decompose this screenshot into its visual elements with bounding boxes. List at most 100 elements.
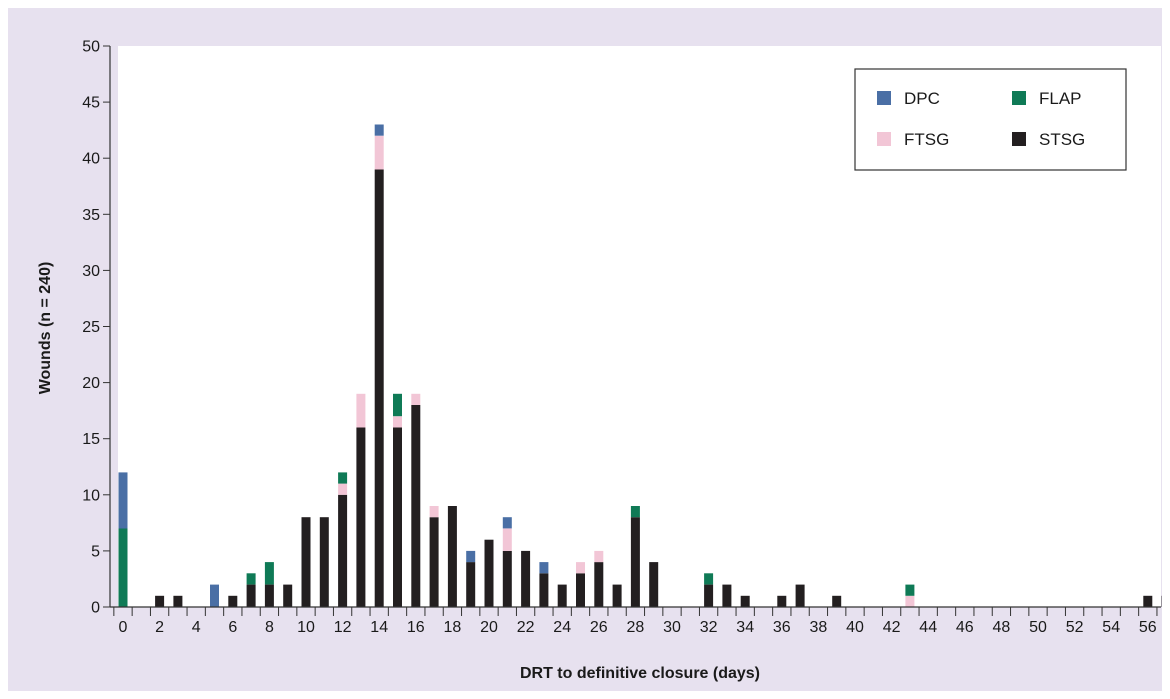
bar-ftsg-day-26 bbox=[594, 550, 604, 563]
x-tick-label: 34 bbox=[736, 619, 754, 636]
bar-dpc-day-0 bbox=[118, 472, 128, 529]
bar-stsg-day-3 bbox=[173, 595, 183, 607]
bar-flap-day-43 bbox=[905, 584, 915, 596]
x-tick-label: 16 bbox=[407, 619, 425, 636]
bar-stsg-day-56 bbox=[1143, 595, 1153, 607]
bar-stsg-day-6 bbox=[228, 595, 238, 607]
bar-stsg-day-11 bbox=[319, 517, 329, 607]
x-tick-label: 46 bbox=[956, 619, 974, 636]
bar-dpc-day-23 bbox=[539, 562, 549, 574]
x-tick-label: 42 bbox=[883, 619, 901, 636]
x-tick-label: 14 bbox=[370, 619, 388, 636]
bar-stsg-day-17 bbox=[429, 517, 439, 607]
y-tick-label: 40 bbox=[82, 151, 100, 168]
legend-label-stsg: STSG bbox=[1039, 130, 1085, 149]
bar-stsg-day-26 bbox=[594, 562, 604, 607]
bar-stsg-day-16 bbox=[411, 405, 421, 607]
y-tick-label: 25 bbox=[82, 319, 100, 336]
bar-ftsg-day-12 bbox=[338, 483, 348, 495]
x-tick-label: 52 bbox=[1066, 619, 1084, 636]
y-tick-label: 35 bbox=[82, 207, 100, 224]
x-tick-label: 30 bbox=[663, 619, 681, 636]
bar-stsg-day-33 bbox=[722, 584, 732, 607]
bar-stsg-day-10 bbox=[301, 517, 311, 607]
bar-stsg-day-21 bbox=[502, 550, 512, 607]
bar-stsg-day-37 bbox=[795, 584, 805, 607]
bar-ftsg-day-43 bbox=[905, 595, 915, 607]
legend-label-dpc: DPC bbox=[904, 89, 940, 108]
x-tick-label: 48 bbox=[993, 619, 1011, 636]
bar-dpc-day-19 bbox=[466, 550, 476, 563]
x-tick-label: 32 bbox=[700, 619, 718, 636]
bars-group bbox=[118, 124, 1162, 607]
bar-ftsg-day-21 bbox=[502, 528, 512, 551]
bar-ftsg-day-16 bbox=[411, 393, 421, 405]
bar-dpc-day-21 bbox=[502, 517, 512, 529]
y-tick-label: 30 bbox=[82, 263, 100, 280]
bar-stsg-day-18 bbox=[447, 506, 457, 607]
bar-ftsg-day-15 bbox=[393, 416, 402, 428]
bar-flap-day-12 bbox=[338, 472, 348, 484]
bar-stsg-day-24 bbox=[557, 584, 567, 607]
x-tick-label: 26 bbox=[590, 619, 608, 636]
x-tick-label: 8 bbox=[265, 619, 274, 636]
bar-stsg-day-22 bbox=[521, 550, 531, 607]
bar-stsg-day-25 bbox=[576, 573, 585, 607]
bar-ftsg-day-14 bbox=[374, 135, 384, 170]
bar-stsg-day-9 bbox=[283, 584, 293, 607]
bar-stsg-day-2 bbox=[155, 595, 165, 607]
y-tick-label: 10 bbox=[82, 487, 100, 504]
bar-flap-day-0 bbox=[118, 528, 128, 607]
x-tick-label: 0 bbox=[119, 619, 128, 636]
bar-stsg-day-32 bbox=[704, 584, 714, 607]
x-tick-label: 28 bbox=[627, 619, 645, 636]
legend-label-flap: FLAP bbox=[1039, 89, 1082, 108]
bar-stsg-day-15 bbox=[393, 427, 402, 607]
legend-swatch-flap bbox=[1012, 91, 1026, 105]
x-tick-label: 54 bbox=[1102, 619, 1120, 636]
bar-stsg-day-36 bbox=[777, 595, 787, 607]
x-tick-label: 18 bbox=[444, 619, 462, 636]
legend-box bbox=[854, 68, 1127, 171]
bar-stsg-day-7 bbox=[246, 584, 256, 607]
x-tick-label: 56 bbox=[1139, 619, 1157, 636]
bar-stsg-day-8 bbox=[264, 584, 274, 607]
bar-ftsg-day-17 bbox=[429, 506, 439, 518]
bar-stsg-day-39 bbox=[832, 595, 842, 607]
x-tick-label: 2 bbox=[155, 619, 164, 636]
bar-flap-day-7 bbox=[246, 573, 256, 585]
y-tick-label: 45 bbox=[82, 95, 100, 112]
x-tick-label: 44 bbox=[919, 619, 937, 636]
x-tick-label: 12 bbox=[334, 619, 352, 636]
x-tick-label: 4 bbox=[192, 619, 201, 636]
bar-stsg-day-23 bbox=[539, 573, 549, 607]
legend: DPC FLAP FTSG STSG bbox=[854, 68, 1127, 171]
bar-stsg-day-19 bbox=[466, 562, 476, 607]
y-tick-label: 20 bbox=[82, 375, 100, 392]
y-tick-label: 5 bbox=[91, 543, 100, 560]
x-axis-title: DRT to definitive closure (days) bbox=[520, 665, 760, 682]
bar-stsg-day-20 bbox=[484, 539, 494, 607]
x-tick-label: 40 bbox=[846, 619, 864, 636]
bar-ftsg-day-25 bbox=[576, 562, 585, 574]
bar-ftsg-day-13 bbox=[356, 393, 366, 428]
x-tick-label: 6 bbox=[228, 619, 237, 636]
legend-swatch-stsg bbox=[1012, 132, 1026, 146]
bar-stsg-day-29 bbox=[649, 562, 659, 607]
x-tick-label: 50 bbox=[1029, 619, 1047, 636]
legend-swatch-dpc bbox=[877, 91, 891, 105]
x-tick-label: 38 bbox=[810, 619, 828, 636]
legend-swatch-ftsg bbox=[877, 132, 891, 146]
bar-stsg-day-12 bbox=[338, 494, 348, 607]
y-tick-label: 0 bbox=[91, 600, 100, 617]
chart-figure: 0 5 10 15 20 25 30 35 40 45 50 0 2 4 6 8 10 12 14 16 18 20 22 2… bbox=[8, 8, 1162, 691]
bar-stsg-day-13 bbox=[356, 427, 366, 607]
legend-label-ftsg: FTSG bbox=[904, 130, 949, 149]
x-tick-label: 22 bbox=[517, 619, 535, 636]
bar-stsg-day-28 bbox=[630, 517, 640, 607]
bar-flap-day-32 bbox=[704, 573, 714, 585]
y-tick-label: 50 bbox=[82, 39, 100, 56]
bar-stsg-day-14 bbox=[374, 169, 384, 607]
